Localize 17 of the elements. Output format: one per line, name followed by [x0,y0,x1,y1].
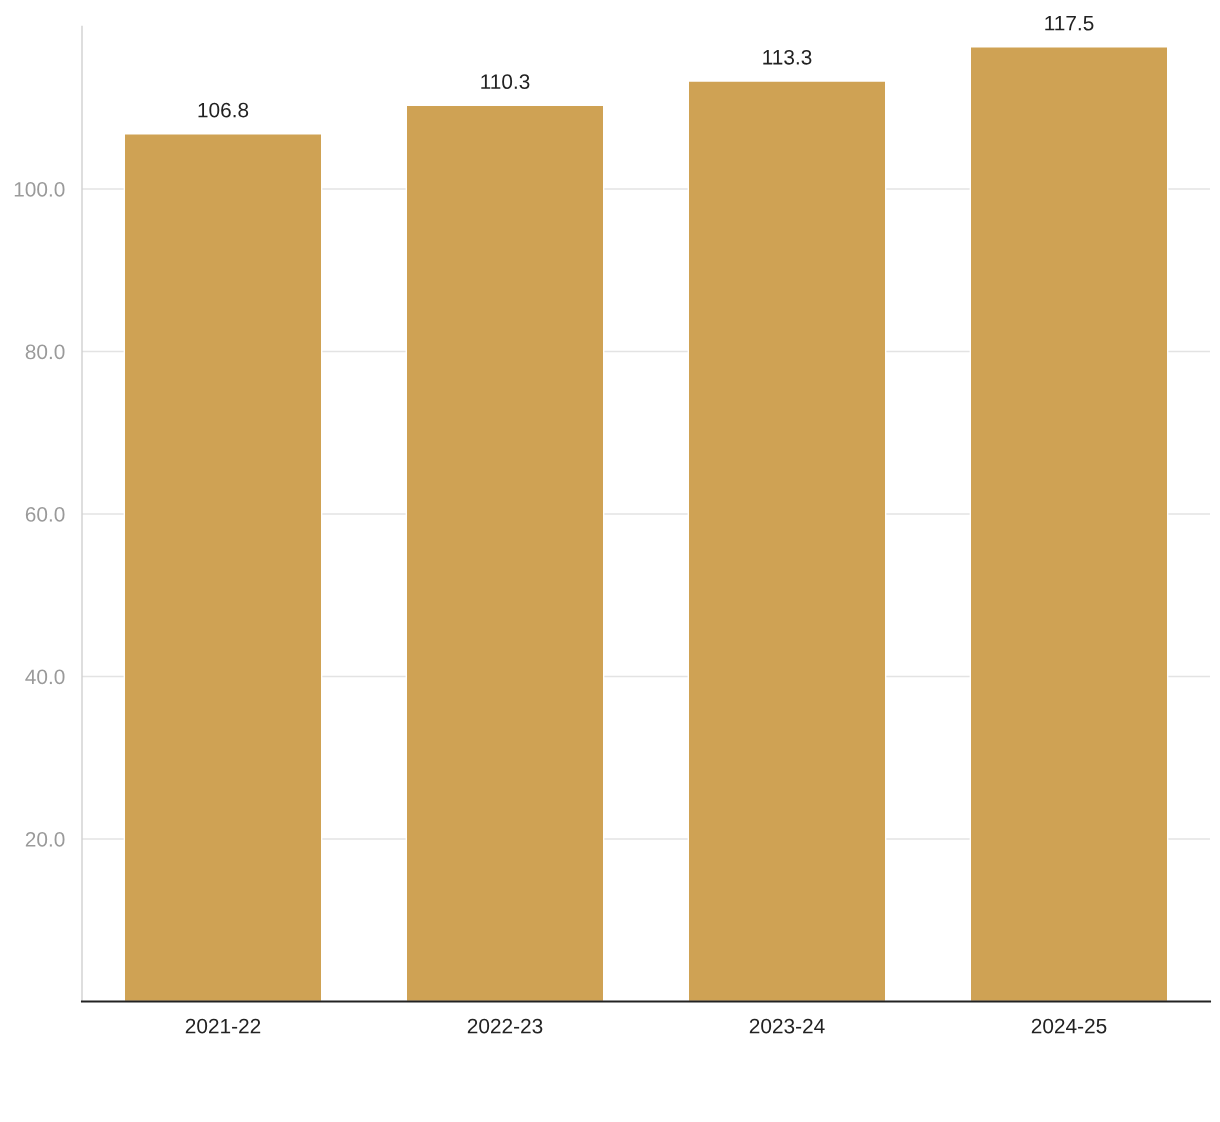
x-tick-label: 2023-24 [749,1018,825,1034]
bar [969,46,1169,1002]
bar [123,133,323,1002]
y-tick-label: 100.0 [14,182,65,197]
data-label: 117.5 [1045,15,1094,31]
x-tick-label: 2022-23 [467,1018,543,1034]
y-tick-label: 60.0 [25,507,65,522]
bar [405,104,605,1002]
y-tick-label: 20.0 [25,832,65,847]
y-tick-label: 40.0 [25,669,65,685]
data-label: 106.8 [198,102,249,118]
data-label: 110.3 [481,74,530,90]
data-label: 113.3 [763,49,812,65]
x-tick-label: 2024-25 [1031,1018,1107,1034]
bar [687,80,887,1002]
y-tick-label: 80.0 [25,344,65,360]
x-tick-label: 2021-22 [185,1018,261,1034]
